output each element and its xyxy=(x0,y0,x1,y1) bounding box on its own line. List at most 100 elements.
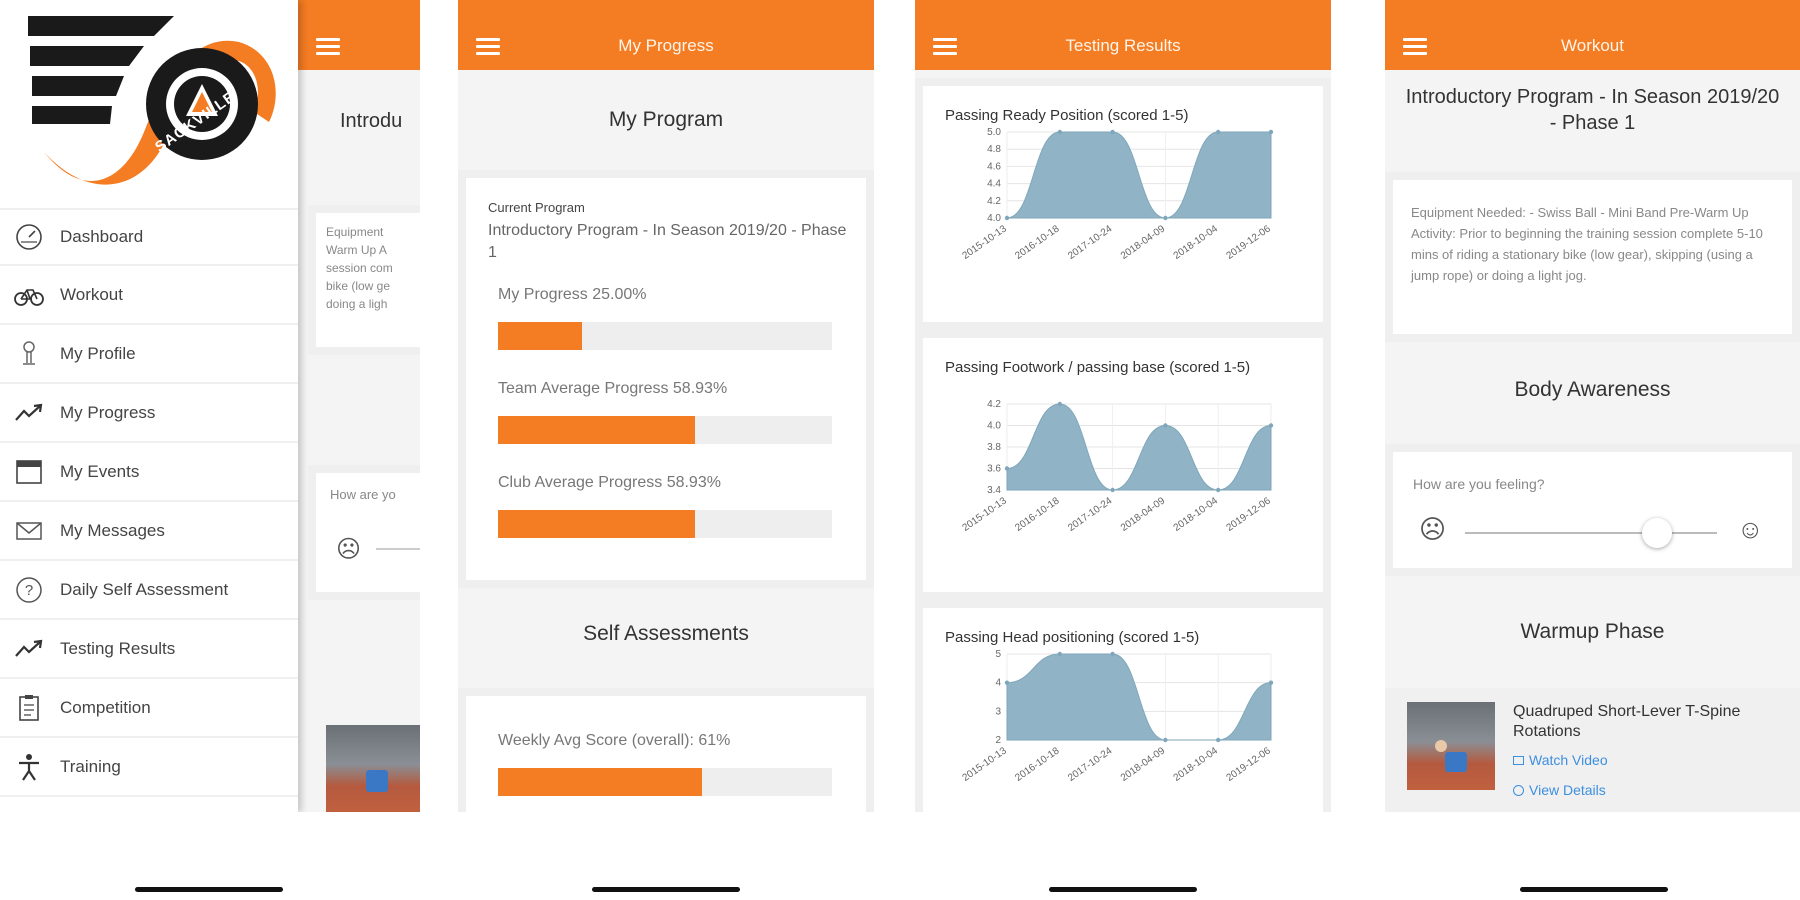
progress-bar-team xyxy=(498,416,832,444)
x-tick-label: 2016-10-18 xyxy=(1013,495,1062,534)
progress-bar-club xyxy=(498,510,832,538)
hamburger-icon[interactable] xyxy=(1403,38,1427,56)
y-tick-label: 3.4 xyxy=(987,485,1001,496)
y-tick-label: 4.0 xyxy=(987,213,1001,224)
sidebar-item-training[interactable]: Training xyxy=(0,739,298,797)
y-tick-label: 5.0 xyxy=(987,127,1001,138)
y-tick-label: 4.2 xyxy=(987,196,1001,207)
hamburger-icon[interactable] xyxy=(933,38,957,56)
data-point[interactable] xyxy=(1163,423,1168,428)
data-point[interactable] xyxy=(1110,129,1115,135)
watch-video-link[interactable]: Watch Video xyxy=(1513,752,1608,768)
workout-topbar: Workout xyxy=(1385,0,1800,70)
svg-text:?: ? xyxy=(25,582,33,599)
sidebar-item-my-messages[interactable]: My Messages xyxy=(0,503,298,561)
person-icon xyxy=(12,752,46,782)
x-tick-label: 2016-10-18 xyxy=(1013,223,1062,262)
background-equipment-card: Equipment Warm Up A session com bike (lo… xyxy=(308,205,420,355)
sidebar-item-my-progress[interactable]: My Progress xyxy=(0,385,298,443)
data-point[interactable] xyxy=(1110,651,1115,657)
x-tick-label: 2017-10-24 xyxy=(1066,223,1115,262)
current-program-name: Introductory Program - In Season 2019/20… xyxy=(488,222,847,261)
feeling-slider-thumb[interactable] xyxy=(1641,518,1672,548)
sidebar-item-my-events[interactable]: My Events xyxy=(0,444,298,502)
section-title-my-program: My Program xyxy=(608,108,724,131)
home-indicator xyxy=(592,887,740,892)
series-area xyxy=(1006,403,1272,491)
data-point[interactable] xyxy=(1268,423,1274,428)
feeling-slider-track[interactable] xyxy=(1465,532,1717,534)
sidebar-item-dashboard[interactable]: Dashboard xyxy=(0,208,298,266)
sidebar-item-daily-self-assessment[interactable]: ? Daily Self Assessment xyxy=(0,562,298,620)
y-tick-label: 3.6 xyxy=(987,464,1001,475)
progress-bar-fill xyxy=(498,322,582,350)
background-equipment-line: bike (low ge xyxy=(326,279,391,293)
exercise-item[interactable]: Quadruped Short-Lever T-Spine Rotations … xyxy=(1385,688,1800,812)
clipboard-icon xyxy=(12,693,46,723)
sidebar-item-my-profile[interactable]: My Profile xyxy=(0,326,298,384)
view-details-link[interactable]: View Details xyxy=(1513,782,1606,798)
phone-my-progress: My Progress My Program Current Program I… xyxy=(458,0,874,900)
data-point[interactable] xyxy=(1268,129,1274,135)
data-point[interactable] xyxy=(1216,129,1221,135)
data-point[interactable] xyxy=(1268,680,1274,685)
x-tick-label: 2019-12-06 xyxy=(1225,745,1274,784)
phone-testing-results: Testing Results Passing Ready Position (… xyxy=(915,0,1331,900)
progress-label-club: Club Average Progress 58.93% xyxy=(498,474,721,491)
sidebar-item-workout[interactable]: Workout xyxy=(0,267,298,325)
data-point[interactable] xyxy=(1004,680,1010,685)
chart-card-ready-position: Passing Ready Position (scored 1-5) 5.0 4… xyxy=(915,78,1331,330)
x-tick-label: 2017-10-24 xyxy=(1066,745,1115,784)
data-point[interactable] xyxy=(1110,487,1115,493)
sidebar-item-label: My Events xyxy=(60,462,140,481)
background-exercise-thumb[interactable] xyxy=(326,725,420,812)
data-point[interactable] xyxy=(1163,215,1168,221)
view-details-label: View Details xyxy=(1529,782,1606,798)
sidebar-item-label: My Profile xyxy=(60,344,136,363)
trend-up-icon xyxy=(12,398,46,428)
hamburger-icon[interactable] xyxy=(476,38,500,56)
data-point[interactable] xyxy=(1216,487,1221,493)
trend-up-icon xyxy=(12,634,46,664)
background-slider-track[interactable] xyxy=(376,548,420,550)
y-tick-label: 4.8 xyxy=(987,144,1001,155)
background-topbar xyxy=(298,0,420,70)
data-point[interactable] xyxy=(1004,215,1010,221)
happy-face-icon: ☺ xyxy=(1737,514,1764,544)
sidebar-item-competition[interactable]: Competition xyxy=(0,680,298,738)
current-program-label: Current Program xyxy=(488,200,585,215)
sidebar-item-label: Workout xyxy=(60,285,123,304)
data-point[interactable] xyxy=(1216,737,1221,743)
x-tick-label: 2019-12-06 xyxy=(1225,495,1274,534)
data-point[interactable] xyxy=(1004,466,1010,471)
y-tick-label: 5 xyxy=(995,649,1001,660)
sad-face-icon: ☹ xyxy=(336,536,362,563)
feeling-card: How are you feeling? ☹ ☺ xyxy=(1385,444,1800,576)
y-tick-label: 4.0 xyxy=(987,421,1001,432)
sidebar-item-label: My Messages xyxy=(60,521,165,540)
background-equipment-line: Warm Up A xyxy=(326,243,387,257)
y-tick-label: 4.4 xyxy=(987,179,1001,190)
sidebar-item-label: Daily Self Assessment xyxy=(60,580,229,599)
chart-title: Passing Footwork / passing base (scored … xyxy=(945,359,1251,376)
data-point[interactable] xyxy=(1057,651,1062,657)
background-app: Introdu Equipment Warm Up A session com … xyxy=(298,0,420,812)
hamburger-icon[interactable] xyxy=(316,38,340,56)
section-title-warmup: Warmup Phase xyxy=(1520,620,1665,643)
data-point[interactable] xyxy=(1057,401,1062,407)
exercise-thumbnail[interactable] xyxy=(1407,702,1495,790)
x-tick-label: 2018-10-04 xyxy=(1172,745,1221,784)
y-tick-label: 2 xyxy=(995,735,1001,746)
sidebar-item-testing-results[interactable]: Testing Results xyxy=(0,621,298,679)
profile-icon xyxy=(12,339,46,369)
self-assessment-card: Weekly Avg Score (overall): 61% xyxy=(458,688,874,812)
data-point[interactable] xyxy=(1057,129,1062,135)
video-icon xyxy=(1513,755,1524,765)
progress-bar-fill xyxy=(498,768,702,796)
home-indicator xyxy=(1520,887,1668,892)
data-point[interactable] xyxy=(1163,737,1168,743)
x-tick-label: 2018-04-09 xyxy=(1119,745,1168,784)
workout-screen: Workout Introductory Program - In Season… xyxy=(1385,0,1800,812)
